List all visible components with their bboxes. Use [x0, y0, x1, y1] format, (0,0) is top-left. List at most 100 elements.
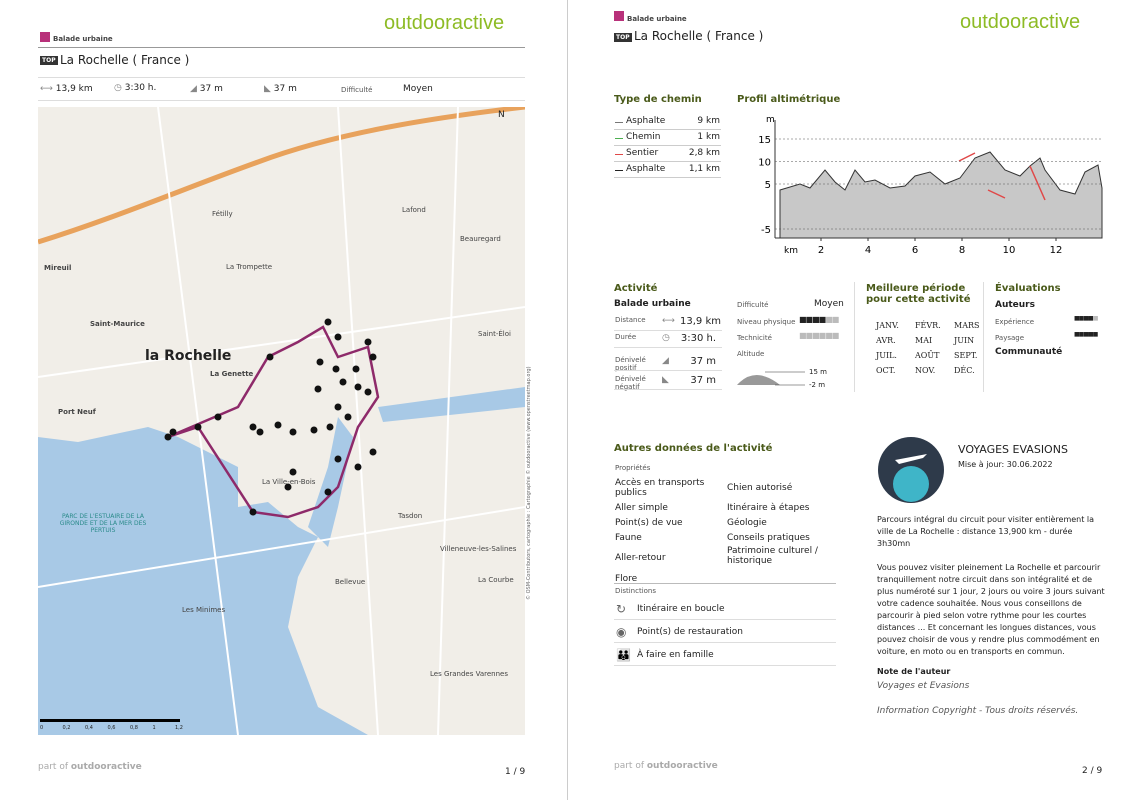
map-label: Bellevue — [335, 578, 366, 586]
waypoint — [169, 428, 177, 436]
month: OCT. — [876, 366, 896, 375]
property: Faune — [615, 533, 642, 543]
x-tick-label: 8 — [959, 245, 965, 256]
property: Aller simple — [615, 503, 668, 513]
y-tick-label: 10 — [758, 158, 771, 169]
y-tick-label: 5 — [765, 180, 771, 191]
map-road — [38, 107, 525, 735]
profile-area — [779, 151, 1103, 239]
path-type: Asphalte — [626, 116, 666, 126]
property: Accès en transports publics — [615, 478, 705, 498]
rule — [614, 330, 722, 331]
map — [38, 107, 525, 735]
value: Moyen — [814, 299, 844, 309]
waypoints — [164, 318, 377, 516]
map-city: la Rochelle — [145, 348, 232, 364]
icon: ◢ — [662, 356, 669, 366]
property: Patrimoine culturel / historique — [727, 546, 818, 566]
waypoint — [274, 421, 282, 429]
path-length: 9 km — [697, 116, 720, 126]
y-tick-label: 15 — [758, 135, 771, 146]
rating-dots: ■■■■■ — [1074, 331, 1098, 338]
heading: Profil altimétrique — [737, 94, 841, 105]
icon: ◷ — [114, 83, 125, 93]
stat: 37 m — [273, 84, 297, 94]
rule — [614, 619, 836, 620]
avatar-globe — [893, 466, 929, 502]
heading: Type de chemin — [614, 94, 702, 105]
brand: outdooractive — [384, 12, 505, 34]
icon: ◢ — [190, 84, 200, 94]
map-harbour — [308, 417, 353, 547]
path-type: Chemin — [626, 132, 661, 142]
map-label: La Genette — [210, 370, 254, 378]
month: JUIL. — [876, 351, 897, 360]
rule — [38, 77, 525, 78]
rule — [38, 100, 525, 101]
property: Conseils pratiques — [727, 533, 810, 543]
map-label: Beauregard — [460, 235, 501, 243]
label: Distance — [615, 316, 646, 324]
scale-label: 0,8 — [130, 725, 138, 731]
waypoint — [214, 413, 222, 421]
waypoint — [289, 428, 297, 436]
note: Voyages et Evasions — [877, 681, 970, 691]
ascent: ◢ 37 m — [190, 84, 223, 94]
scale-label: 0,2 — [62, 725, 71, 731]
route — [167, 325, 380, 519]
separator — [854, 282, 855, 392]
map-label: Les Grandes Varennes — [430, 670, 508, 678]
waypoint — [352, 365, 360, 373]
category-icon — [614, 11, 624, 21]
label: Auteurs — [995, 300, 1035, 310]
north-arrow: N — [498, 110, 505, 120]
path-length: 2,8 km — [688, 148, 720, 158]
category: Balade urbaine — [627, 15, 687, 23]
waypoint — [344, 413, 352, 421]
alt-min: -2 m — [809, 381, 826, 389]
icon: ◷ — [662, 333, 670, 343]
difficulty: Moyen — [403, 84, 433, 94]
map-label: La Courbe — [478, 576, 514, 584]
waypoint — [324, 488, 332, 496]
month: SEPT. — [954, 351, 978, 360]
month: FÉVR. — [915, 321, 941, 330]
waypoint — [369, 353, 377, 361]
heading: Autres données de l'activité — [614, 443, 773, 454]
rule — [614, 177, 721, 178]
distinction: À faire en famille — [637, 650, 714, 660]
label: Paysage — [995, 334, 1025, 342]
waypoint — [284, 483, 292, 491]
x-tick-label: 2 — [818, 245, 824, 256]
map-canal — [378, 387, 525, 422]
heading: Activité — [614, 283, 658, 294]
value: 37 m — [690, 356, 716, 367]
map-label: Port Neuf — [58, 408, 96, 416]
footer-brand: outdooractive — [70, 762, 142, 772]
page-divider — [567, 0, 568, 800]
label: Difficulté — [737, 301, 769, 309]
waypoint — [249, 508, 257, 516]
y-tick-label: -5 — [761, 225, 771, 236]
label: Propriétés — [615, 464, 651, 472]
altitude-icon — [737, 371, 805, 386]
map-label: La Ville-en-Bois — [262, 478, 316, 486]
rule — [614, 370, 722, 371]
label: Niveau physique — [737, 318, 796, 326]
map-label: Villeneuve-les-Salines — [440, 545, 517, 553]
waypoint — [266, 353, 274, 361]
footer: part of outdooractive — [614, 761, 718, 771]
legend-swatch — [615, 154, 623, 155]
waypoint — [314, 385, 322, 393]
label: Dénivelé positif — [615, 356, 646, 372]
property: Géologie — [727, 518, 767, 528]
map-label: Saint-Maurice — [90, 320, 145, 328]
legend-swatch — [615, 138, 623, 139]
waypoint — [364, 388, 372, 396]
map-label: Mireuil — [44, 264, 72, 272]
waypoint — [334, 333, 342, 341]
subheading: Balade urbaine — [614, 299, 691, 309]
map-park: PARC DE L'ESTUAIRE DE LA GIRONDE ET DE L… — [59, 513, 147, 534]
map-label: Fétilly — [212, 210, 233, 218]
scale-label: 0,6 — [107, 725, 116, 731]
